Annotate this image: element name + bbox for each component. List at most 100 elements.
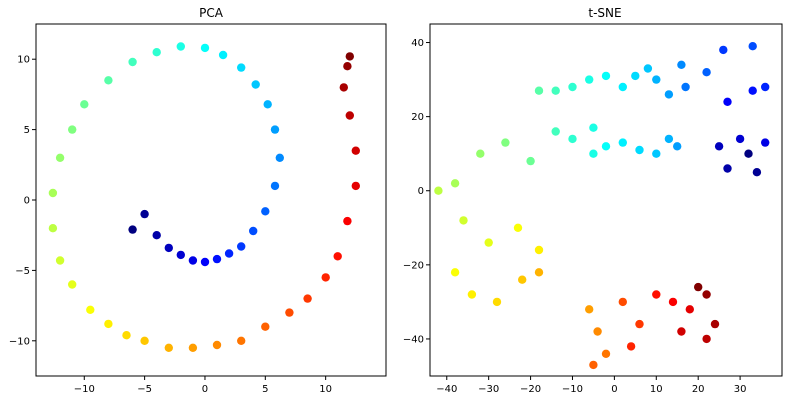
pca-point: [152, 231, 161, 240]
pca-point: [164, 243, 173, 253]
tsne-point: [723, 164, 732, 173]
tsne-x-tick-label: −30: [478, 384, 499, 395]
tsne-y-tick-label: 40: [411, 38, 424, 49]
tsne-point: [589, 123, 598, 132]
pca-point: [237, 336, 246, 345]
tsne-point: [635, 145, 644, 155]
tsne-point: [744, 149, 753, 158]
pca-point: [122, 331, 131, 340]
pca-point: [164, 343, 173, 352]
tsne-point: [702, 334, 711, 344]
pca-point: [104, 76, 113, 85]
tsne-x-tick-label: −20: [520, 384, 541, 395]
tsne-x-tick-label: −40: [436, 384, 457, 395]
pca-point: [270, 125, 280, 134]
tsne-y-tick-label: −40: [403, 334, 424, 345]
tsne-point: [585, 305, 594, 314]
pca-point: [343, 61, 352, 71]
tsne-point: [723, 97, 732, 107]
pca-point: [176, 250, 185, 260]
pca-point: [200, 257, 210, 267]
pca-point: [212, 254, 222, 264]
pca-y-tick-label: 0: [24, 196, 30, 207]
tsne-point: [631, 71, 640, 81]
pca-point: [128, 57, 137, 67]
pca-point: [263, 100, 272, 109]
pca-title: PCA: [199, 6, 224, 20]
pca-y-tick-label: 10: [17, 55, 30, 66]
tsne-point: [476, 149, 485, 158]
pca-panel: PCA −10 −5 0 5 10 10 5 0 −5 −10: [9, 6, 387, 395]
tsne-y-axis: 40 20 0 −20 −40: [403, 38, 430, 345]
tsne-x-tick-label: 20: [692, 384, 705, 395]
pca-point: [55, 153, 65, 162]
tsne-point: [568, 82, 577, 92]
tsne-point: [719, 45, 728, 55]
tsne-point: [714, 142, 724, 151]
tsne-plot-frame: [429, 23, 783, 377]
tsne-point: [748, 86, 757, 95]
pca-point: [48, 224, 58, 233]
tsne-point: [459, 216, 468, 225]
tsne-point: [450, 179, 460, 188]
pca-point: [218, 50, 228, 60]
pca-point: [351, 146, 360, 155]
pca-point: [270, 181, 280, 191]
tsne-x-tick-label: 30: [734, 384, 747, 395]
tsne-point: [513, 223, 523, 232]
pca-point: [152, 48, 161, 57]
pca-point: [345, 52, 354, 61]
pca-point: [176, 42, 185, 51]
tsne-point: [551, 86, 560, 95]
pca-y-tick-label: −5: [15, 266, 30, 277]
pca-point: [339, 83, 348, 92]
pca-point: [261, 207, 270, 216]
tsne-point: [702, 290, 711, 299]
tsne-point: [694, 282, 703, 292]
pca-point: [251, 80, 260, 89]
tsne-point: [664, 134, 674, 144]
tsne-panel: t-SNE −40 −30 −20 −10 0 10 20 30 40 20 0 −20 −40: [403, 6, 783, 395]
tsne-point: [673, 142, 682, 151]
pca-point: [86, 305, 95, 314]
tsne-point: [551, 127, 560, 136]
pca-x-tick-label: 10: [319, 384, 332, 395]
pca-point: [80, 100, 89, 109]
tsne-point: [652, 149, 661, 158]
tsne-point: [501, 138, 510, 147]
pca-point: [345, 111, 354, 120]
tsne-point: [685, 305, 694, 314]
pca-point: [275, 153, 284, 162]
tsne-point: [601, 349, 611, 358]
tsne-point: [643, 64, 653, 73]
tsne-point: [735, 134, 745, 144]
pca-x-tick-label: 5: [262, 384, 268, 395]
pca-point: [200, 43, 210, 53]
tsne-x-tick-label: −10: [562, 384, 583, 395]
tsne-x-axis: −40 −30 −20 −10 0 10 20 30: [436, 376, 746, 395]
tsne-point: [681, 82, 690, 92]
tsne-point: [601, 142, 611, 151]
tsne-point: [618, 82, 627, 92]
pca-point: [188, 256, 198, 265]
pca-point: [224, 249, 234, 258]
tsne-point: [601, 71, 611, 81]
tsne-points: [434, 42, 770, 370]
tsne-point: [585, 75, 594, 84]
pca-y-tick-label: 5: [24, 125, 30, 136]
tsne-point: [467, 290, 477, 299]
tsne-point: [518, 275, 527, 284]
tsne-point: [677, 327, 686, 336]
pca-plot-frame: [35, 23, 387, 377]
pca-point: [104, 319, 113, 329]
pca-x-axis: −10 −5 0 5 10: [74, 376, 332, 395]
pca-point: [48, 188, 58, 198]
pca-point: [68, 125, 77, 134]
pca-point: [188, 343, 198, 352]
tsne-point: [652, 75, 661, 84]
tsne-point: [761, 138, 770, 147]
tsne-y-tick-label: 20: [411, 112, 424, 123]
tsne-point: [484, 238, 493, 247]
pca-x-tick-label: −10: [74, 384, 95, 395]
